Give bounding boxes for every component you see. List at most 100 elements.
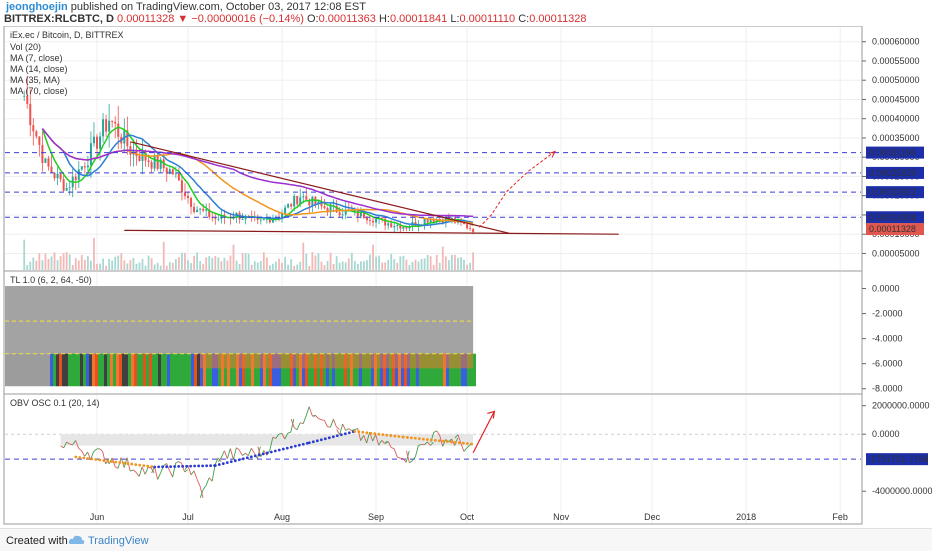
tl-state-cell: [131, 354, 134, 387]
obv-signal-dot: [193, 465, 196, 468]
volume-bar: [311, 252, 313, 270]
candle-body: [214, 218, 216, 219]
volume-bar: [357, 264, 359, 270]
tl-tick-label: -2.0000: [872, 309, 903, 319]
volume-bar: [439, 263, 441, 270]
obv-signal-dot: [209, 464, 212, 467]
obv-signal-dot: [230, 460, 233, 463]
open-label: O:: [304, 13, 319, 25]
candle-body: [284, 208, 286, 214]
volume-bar: [354, 261, 356, 270]
volume-bar: [190, 263, 192, 270]
tl-state-cell: [23, 354, 26, 387]
volume-bar: [126, 264, 128, 270]
candle-body: [302, 196, 304, 197]
tl-tick-label: -8.0000: [872, 384, 903, 394]
tl-state-cell: [20, 354, 23, 387]
obv-signal-dot: [353, 430, 356, 433]
obv-signal-dot: [130, 463, 133, 466]
candle-body: [190, 198, 192, 207]
volume-bar: [193, 256, 195, 270]
obv-signal-dot: [177, 465, 180, 468]
candle-body: [90, 143, 92, 165]
obv-signal-dot: [340, 433, 343, 436]
obv-signal-dot: [320, 438, 323, 441]
down-arrow-icon: ▼: [177, 13, 188, 25]
obv-signal-dot: [336, 434, 339, 437]
volume-bar: [460, 257, 462, 270]
candle-body: [287, 204, 289, 207]
volume-bar: [214, 256, 216, 270]
volume-bar: [23, 240, 25, 270]
volume-bar: [415, 260, 417, 270]
volume-bar: [32, 258, 34, 270]
candle-body: [290, 204, 292, 206]
obv-signal-dot: [446, 440, 449, 443]
volume-bar: [269, 265, 271, 270]
volume-bar: [148, 256, 150, 270]
candle-body: [402, 227, 404, 229]
obv-signal-dot: [266, 452, 269, 455]
close-label: C:: [515, 13, 529, 25]
volume-bar: [327, 261, 329, 270]
candle-body: [35, 131, 37, 136]
tl-state-cell: [143, 354, 146, 387]
volume-bar: [430, 256, 432, 270]
volume-bar: [169, 262, 171, 270]
volume-bar: [111, 261, 113, 270]
volume-bar: [348, 259, 350, 270]
candle-body: [63, 179, 65, 191]
obv-signal-dot: [389, 434, 392, 437]
volume-bar: [96, 264, 98, 270]
volume-bar: [251, 265, 253, 270]
obv-tick-label: -4000000.0000: [872, 486, 932, 496]
candle-body: [93, 137, 95, 144]
high-value: 0.00011841: [390, 13, 447, 25]
volume-bar: [299, 262, 301, 270]
candle-body: [105, 119, 107, 131]
tl-state-cell: [98, 354, 101, 387]
volume-bar: [181, 253, 183, 270]
tl-state-cell: [161, 354, 164, 387]
obv-signal-dot: [324, 437, 327, 440]
volume-bar: [469, 263, 471, 270]
candle-body: [375, 219, 377, 222]
tl-state-cell: [182, 354, 185, 387]
tl-state-cell: [134, 354, 137, 387]
tradingview-logo[interactable]: TradingView: [88, 535, 149, 547]
candle-body: [60, 174, 62, 179]
obv-signal-dot: [234, 459, 237, 462]
obv-signal-dot: [238, 458, 241, 461]
volume-bar: [290, 259, 292, 270]
volume-bar: [81, 255, 83, 270]
candle-body: [81, 166, 83, 169]
volume-bar: [224, 258, 226, 270]
obv-signal-dot: [373, 432, 376, 435]
obv-signal-dot: [316, 439, 319, 442]
tl-state-cell: [38, 354, 41, 387]
tl-state-cell: [5, 354, 8, 387]
obv-signal-dot: [262, 453, 265, 456]
obv-signal-dot: [78, 456, 81, 459]
tl-state-cell: [128, 354, 131, 387]
volume-bar: [93, 238, 95, 270]
author-link[interactable]: jeonghoejin: [6, 1, 68, 13]
candle-body: [196, 210, 198, 212]
tl-state-cell: [47, 354, 50, 387]
volume-bar: [29, 262, 31, 270]
price-change: −0.00000016 (−0.14%): [188, 13, 304, 25]
obv-signal-dot: [418, 437, 421, 440]
candle-body: [117, 124, 119, 137]
time-tick-label: Sep: [368, 512, 384, 522]
candle-body: [66, 188, 68, 191]
obv-signal-dot: [82, 457, 85, 460]
volume-bar: [278, 259, 280, 270]
volume-bar: [263, 252, 265, 270]
candle-body: [387, 223, 389, 225]
candle-body: [396, 225, 398, 226]
obv-signal-dot: [134, 463, 137, 466]
obv-signal-dot: [242, 457, 245, 460]
volume-bar: [324, 265, 326, 270]
tl-state-cell: [197, 354, 200, 387]
